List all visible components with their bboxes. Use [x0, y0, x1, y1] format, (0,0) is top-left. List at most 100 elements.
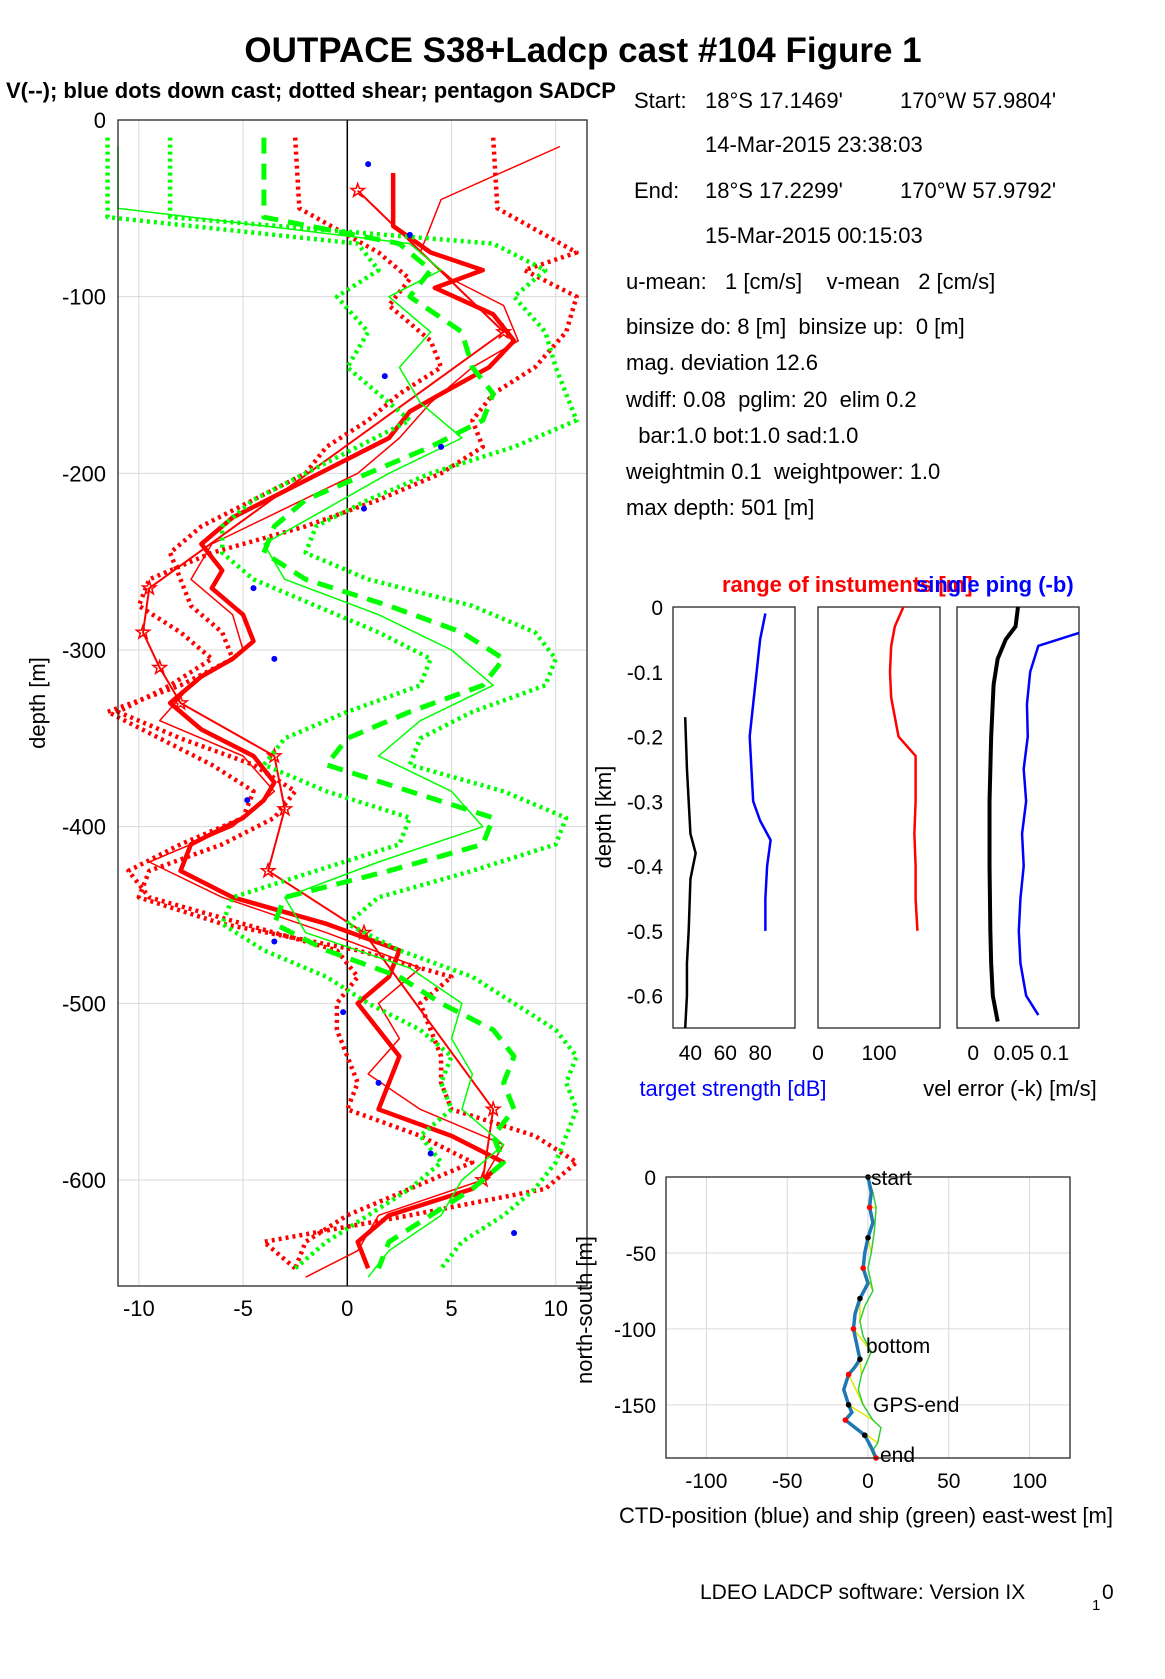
y-tick-label: -300 — [62, 638, 106, 663]
downcast-dot — [271, 655, 278, 662]
max-depth: max depth: 501 [m] — [626, 495, 814, 520]
y-tick-label: -500 — [62, 991, 106, 1016]
downcast-dot — [375, 1079, 382, 1086]
sadcp-star-marker — [348, 181, 367, 199]
position-ylabel: north-south [m] — [572, 1236, 597, 1384]
position-axes-frame — [665, 1176, 1071, 1459]
end-lat: 18°S 17.2299' — [705, 178, 843, 203]
single-ping-title: single ping (-b) — [916, 572, 1074, 597]
start-lat: 18°S 17.1469' — [705, 88, 843, 113]
start-time: 14-Mar-2015 23:38:03 — [705, 132, 923, 157]
profile-line-v-3 — [105, 137, 475, 1270]
ctd-track-marker — [850, 1326, 857, 1332]
downcast-dot — [406, 231, 413, 238]
vel-error-panel: 0 0.05 0.1 — [956, 606, 1080, 1065]
range-panel: 0 100 — [812, 606, 941, 1065]
pos-x-tick-label: -50 — [772, 1470, 802, 1493]
sadcp-star-marker — [484, 1099, 503, 1117]
downcast-dot — [360, 505, 367, 512]
panel-y-tick-label: -0.5 — [627, 921, 663, 944]
weight-settings: weightmin 0.1 weightpower: 1.0 — [625, 459, 940, 484]
downcast-dot — [250, 585, 257, 592]
footer-suffix: 0 — [1102, 1581, 1114, 1604]
pos-x-tick-label: 100 — [1012, 1470, 1047, 1493]
downcast-dot — [381, 373, 388, 380]
panel-series-black — [683, 717, 697, 1029]
panel-x-tick-label: 0.05 — [993, 1042, 1034, 1065]
bar-weights: bar:1.0 bot:1.0 sad:1.0 — [626, 423, 858, 448]
y-tick-label: 0 — [94, 108, 106, 133]
wdiff: wdiff: 0.08 pglim: 20 elim 0.2 — [625, 387, 917, 412]
position-ticks: -100 -50 0 50 100 0 -50 -100 -150 — [614, 1167, 1047, 1493]
pos-x-tick-label: -100 — [685, 1470, 727, 1493]
downcast-dot — [438, 443, 445, 450]
ctd-track-marker — [865, 1234, 871, 1241]
sadcp-star-marker — [171, 693, 190, 711]
panel-series-red — [888, 606, 919, 931]
pos-y-tick-label: -50 — [626, 1243, 656, 1266]
profile-line-u-8 — [105, 137, 454, 1271]
pos-x-tick-label: 0 — [862, 1470, 874, 1493]
y-tick-label: -100 — [62, 285, 106, 310]
pos-x-tick-label: 50 — [937, 1470, 960, 1493]
ctd-track-marker — [857, 1295, 863, 1302]
sadcp-star-marker — [150, 658, 169, 676]
profile-line-v-4 — [142, 189, 505, 1181]
sadcp-star-marker — [134, 622, 152, 640]
end-label: End: — [634, 178, 679, 203]
start-lon: 170°W 57.9804' — [900, 88, 1056, 113]
footer-subscript: 1 — [1092, 1597, 1100, 1614]
footer-text: LDEO LADCP software: Version IX — [700, 1581, 1025, 1604]
panel-y-tick-label: -0.2 — [627, 727, 663, 750]
downcast-dot — [427, 1150, 434, 1157]
ctd-track-marker — [860, 1265, 866, 1271]
range-frame — [817, 606, 941, 1029]
range-title: range of instuments [m] — [722, 572, 973, 597]
ctd-ship-connector — [852, 1328, 872, 1353]
ctd-track-marker — [857, 1356, 863, 1363]
target-strength-label: target strength [dB] — [639, 1076, 826, 1101]
x-tick-label: 10 — [543, 1296, 567, 1321]
ctd-track-marker — [845, 1371, 852, 1378]
panel-x-tick-label: 0 — [812, 1042, 824, 1065]
end-time: 15-Mar-2015 00:15:03 — [705, 223, 923, 248]
velocity-series — [105, 137, 579, 1278]
sadcp-star-marker — [275, 799, 294, 817]
uv-means: u-mean: 1 [cm/s] v-mean 2 [cm/s] — [626, 269, 995, 294]
x-tick-label: 0 — [341, 1296, 353, 1321]
end-lon: 170°W 57.9792' — [900, 178, 1056, 203]
x-tick-label: -5 — [233, 1296, 253, 1321]
cast-info: Start: 18°S 17.1469' 170°W 57.9804' 14-M… — [625, 88, 1056, 520]
panel-y-tick-label: -0.6 — [627, 986, 663, 1009]
panel-y-tick-label: -0.1 — [627, 662, 663, 685]
figure-title: OUTPACE S38+Ladcp cast #104 Figure 1 — [244, 31, 921, 70]
vel-error-label: vel error (-k) [m/s] — [923, 1076, 1097, 1101]
pos-y-tick-label: 0 — [644, 1167, 656, 1190]
ts-frame — [672, 606, 796, 1029]
panel-series-black — [987, 606, 1020, 1022]
ctd-track-marker — [842, 1417, 849, 1423]
ctd-track-marker — [866, 1204, 873, 1211]
binsize: binsize do: 8 [m] binsize up: 0 [m] — [626, 314, 965, 339]
downcast-dot — [340, 1009, 347, 1016]
y-tick-label: -200 — [62, 461, 106, 486]
panel-x-tick-label: 80 — [748, 1042, 771, 1065]
panel-series-blue — [748, 613, 772, 931]
downcast-dot — [244, 797, 251, 804]
ctd-ship-connector — [847, 1374, 864, 1406]
x-tick-label: -10 — [123, 1296, 155, 1321]
sadcp-star-marker — [259, 861, 277, 879]
profile-line-v-1 — [148, 145, 561, 1278]
panel-x-tick-label: 0 — [967, 1042, 979, 1065]
start-label: Start: — [634, 88, 687, 113]
downcast-dot — [365, 161, 372, 168]
panel-series-blue — [1017, 631, 1080, 1016]
err-frame — [956, 606, 1080, 1029]
profile-line-v-0 — [167, 173, 517, 1270]
panel-ylabel: depth [km] — [591, 766, 616, 869]
velocity-profile-axes: -10 -5 0 5 10 0 -100 -200 -300 -400 -500 -600 depth… — [25, 108, 588, 1321]
figure-subtitle: V(--); blue dots down cast; dotted shear… — [6, 78, 616, 103]
position-axes: -100 -50 0 50 100 0 -50 -100 -150 CTD-position (… — [572, 1167, 1113, 1528]
target-strength-panel: 40 60 80 0 -0.1 -0.2 -0.3 -0.4 -0.5 -0.6 — [627, 597, 796, 1065]
